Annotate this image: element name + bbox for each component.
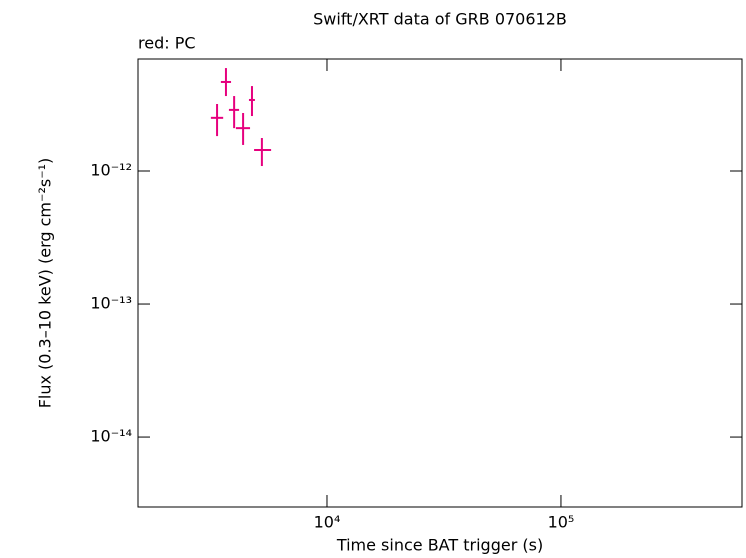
chart-subtitle: red: PC — [138, 34, 196, 53]
y-tick-label: 10⁻¹³ — [90, 294, 132, 313]
y-axis-label: Flux (0.3–10 keV) (erg cm⁻²s⁻¹) — [36, 158, 55, 409]
chart-title: Swift/XRT data of GRB 070612B — [313, 10, 567, 29]
y-tick-label: 10⁻¹⁴ — [90, 427, 132, 446]
x-tick-label: 10⁵ — [548, 513, 575, 532]
x-axis-label: Time since BAT trigger (s) — [336, 536, 543, 555]
plot-frame — [137, 58, 743, 508]
x-tick-label: 10⁴ — [314, 513, 341, 532]
y-tick-label: 10⁻¹² — [90, 161, 132, 180]
